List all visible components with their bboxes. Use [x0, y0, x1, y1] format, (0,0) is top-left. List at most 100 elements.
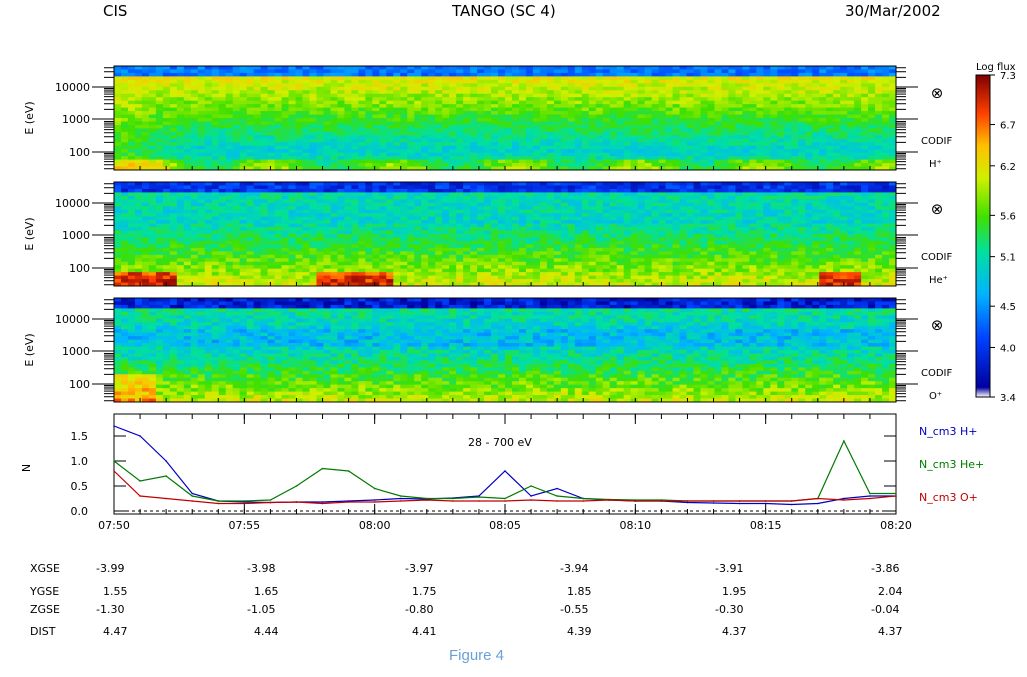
spectrogram-cell — [288, 76, 296, 81]
spectrogram-cell — [225, 66, 234, 70]
spectrogram-cell — [225, 69, 234, 74]
spectrogram-cell — [218, 227, 227, 231]
spectrogram-cell — [707, 195, 715, 200]
spectrogram-cell — [665, 79, 673, 84]
spectrogram-cell — [141, 163, 150, 167]
spectrogram-cell — [637, 159, 646, 164]
spectrogram-cell — [875, 202, 883, 207]
spectrogram-cell — [379, 107, 387, 112]
spectrogram-cell — [798, 97, 806, 102]
spectrogram-cell — [204, 114, 213, 119]
spectrogram-cell — [560, 131, 569, 136]
spectrogram-cell — [756, 124, 764, 129]
spectrogram-cell — [288, 199, 296, 204]
spectrogram-cell — [253, 206, 262, 211]
spectrogram-cell — [421, 192, 429, 197]
spectrogram-cell — [498, 111, 506, 115]
spectrogram-cell — [658, 202, 666, 207]
spectrogram-cell — [316, 182, 324, 186]
spectrogram-cell — [700, 202, 708, 207]
spectrogram-cell — [588, 188, 597, 193]
spectrogram-cell — [372, 209, 380, 214]
spectrogram-cell — [484, 188, 492, 193]
spectrogram-cell — [428, 195, 436, 200]
spectrogram-cell — [330, 66, 338, 70]
spectrogram-cell — [553, 227, 562, 231]
spectrogram-cell — [574, 114, 583, 119]
spectrogram-cell — [616, 199, 625, 204]
spectrogram-cell — [351, 188, 359, 193]
spectrogram-cell — [428, 192, 436, 197]
spectrogram-cell — [323, 156, 331, 160]
spectrogram-cell — [602, 135, 611, 140]
spectrogram-cell — [148, 156, 157, 160]
spectrogram-cell — [393, 195, 401, 200]
spectrogram-cell — [693, 159, 701, 164]
spectrogram-cell — [407, 182, 415, 186]
spectrogram-cell — [560, 93, 569, 98]
spectrogram-cell — [505, 185, 513, 190]
spectrogram-cell — [267, 166, 275, 171]
spectrogram-cell — [532, 202, 541, 207]
spectrogram-cell — [630, 216, 639, 221]
spectrogram-cell — [833, 159, 841, 164]
spectrogram-cell — [190, 93, 199, 98]
spectrogram-cell — [805, 69, 813, 74]
spectrogram-cell — [763, 90, 771, 95]
spectrogram-cell — [602, 111, 611, 115]
spectrogram-cell — [225, 227, 234, 231]
spectrogram-cell — [889, 118, 897, 122]
spectrogram-cell — [567, 213, 576, 218]
spectrogram-cell — [134, 107, 143, 112]
spectrogram-cell — [169, 90, 178, 95]
spectrogram-cell — [644, 206, 653, 211]
spectrogram-cell — [463, 114, 471, 119]
spectrogram-cell — [253, 131, 262, 136]
spectrogram-cell — [337, 220, 345, 224]
spectrogram-cell — [232, 149, 241, 154]
spectrogram-cell — [407, 202, 415, 207]
spectrogram-cell — [246, 213, 255, 218]
spectrogram-cell — [875, 185, 883, 190]
spectrogram-cell — [114, 185, 122, 190]
spectrogram-cell — [295, 149, 303, 154]
spectrogram-cell — [546, 185, 555, 190]
spectrogram-cell — [169, 114, 178, 119]
spectrogram-cell — [756, 76, 764, 81]
spectrogram-cell — [784, 72, 792, 77]
spectrogram-cell — [784, 227, 792, 231]
spectrogram-cell — [169, 86, 178, 91]
spectrogram-cell — [197, 149, 206, 154]
spectrogram-cell — [875, 227, 883, 231]
spectrogram-cell — [232, 213, 241, 218]
spectrogram-cell — [532, 220, 541, 224]
spectrogram-cell — [840, 223, 848, 228]
spectrogram-cell — [756, 66, 764, 70]
spectrogram-cell — [679, 100, 687, 105]
spectrogram-cell — [204, 93, 213, 98]
spectrogram-cell — [491, 100, 499, 105]
spectrogram-cell — [777, 142, 785, 147]
spectrogram-cell — [449, 156, 457, 160]
spectrogram-cell — [351, 138, 359, 143]
spectrogram-cell — [686, 111, 694, 115]
spectrogram-cell — [791, 188, 799, 193]
spectrogram-cell — [379, 192, 387, 197]
spectrogram-cell — [581, 107, 590, 112]
spectrogram-cell — [393, 114, 401, 119]
spectrogram-cell — [505, 152, 513, 157]
spectrogram-cell — [337, 202, 345, 207]
spectrogram-cell — [847, 131, 855, 136]
spectrogram-cell — [861, 86, 869, 91]
spectrogram-cell — [651, 220, 660, 224]
spectrogram-cell — [553, 114, 562, 119]
spectrogram-cell — [134, 206, 143, 211]
spectrogram-cell — [435, 72, 443, 77]
spectrogram-cell — [302, 223, 310, 228]
spectrogram-cell — [414, 131, 422, 136]
spectrogram-cell — [826, 152, 834, 157]
spectrogram-cell — [120, 66, 129, 70]
spectrogram-cell — [281, 76, 289, 81]
spectrogram-cell — [567, 135, 576, 140]
spectrogram-cell — [204, 83, 213, 88]
